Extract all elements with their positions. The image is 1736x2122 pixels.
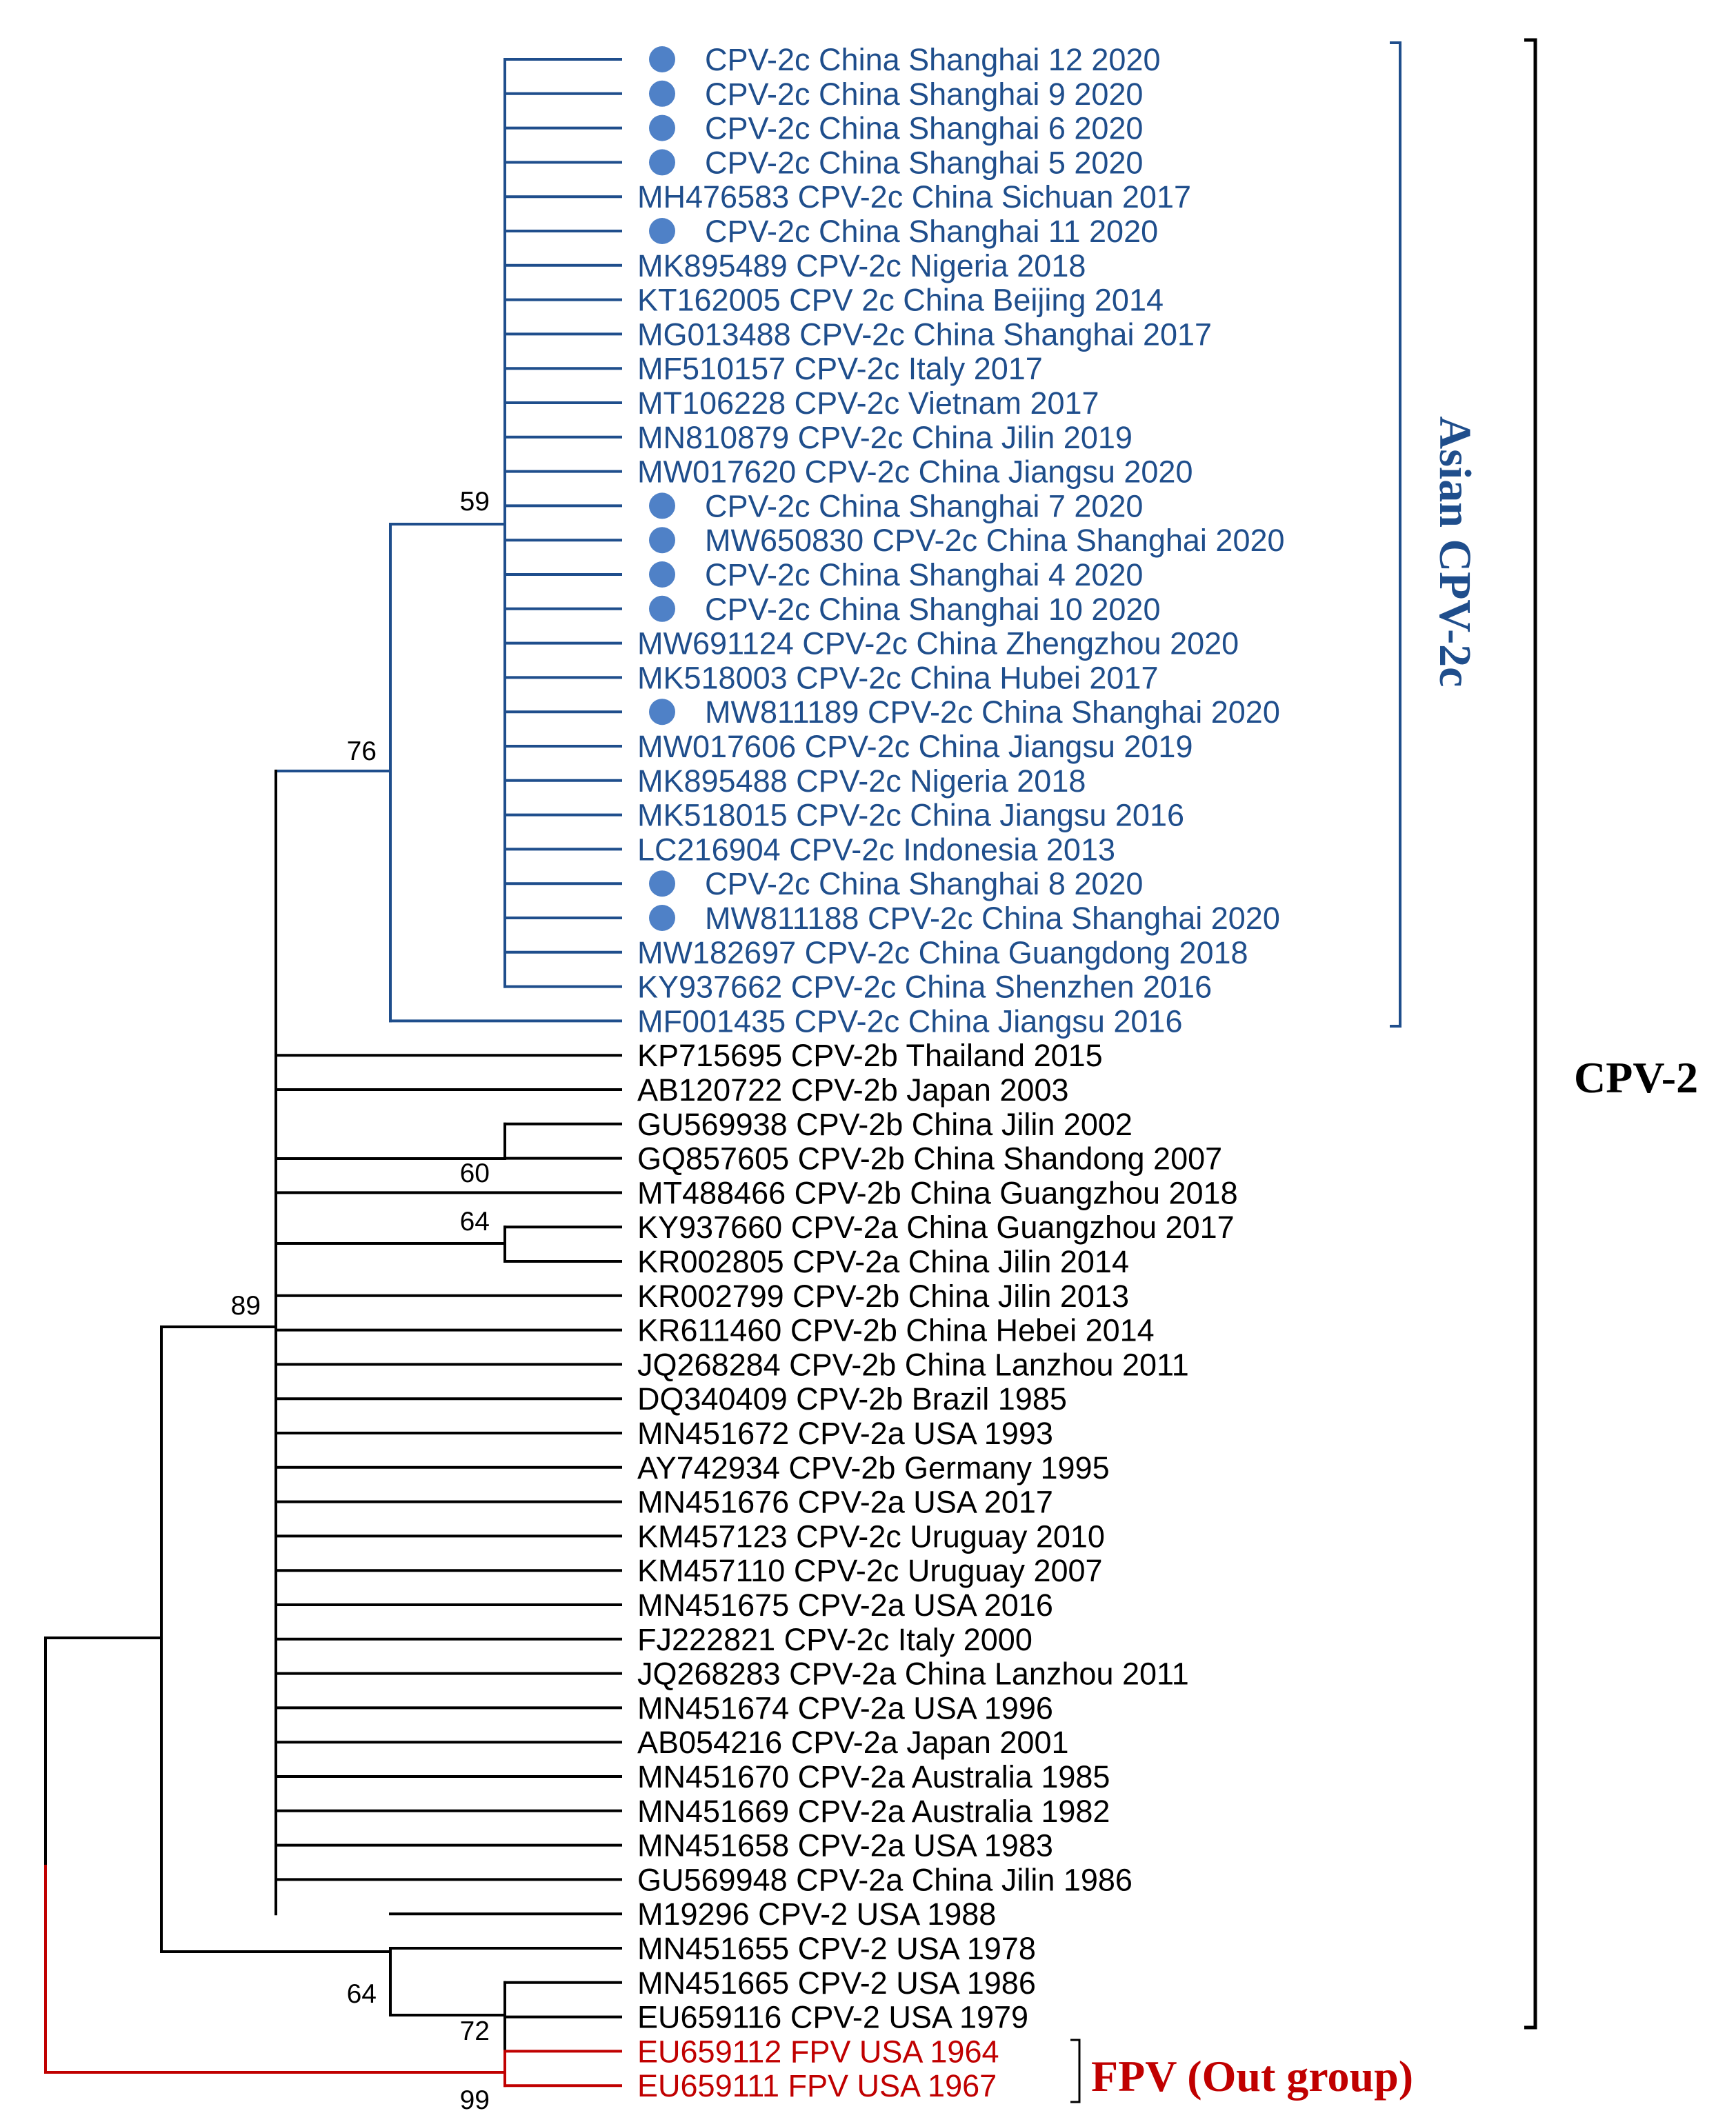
taxon-label: KY937660 CPV-2a China Guangzhou 2017 [637,1210,1235,1245]
taxon-label: AB054216 CPV-2a Japan 2001 [637,1725,1069,1760]
taxon-label: M19296 CPV-2 USA 1988 [637,1896,996,1932]
taxon-label: MN451672 CPV-2a USA 1993 [637,1416,1053,1451]
taxon-label: MF001435 CPV-2c China Jiangsu 2016 [637,1003,1183,1039]
taxon-label: MK518015 CPV-2c China Jiangsu 2016 [637,798,1184,833]
fpv-bracket [1070,2039,1081,2103]
taxon-label: AB120722 CPV-2b Japan 2003 [637,1072,1069,1108]
taxon-label: MN451655 CPV-2 USA 1978 [637,1931,1036,1966]
taxon-label: CPV-2c China Shanghai 12 2020 [705,42,1160,77]
taxon-label: KY937662 CPV-2c China Shenzhen 2016 [637,970,1212,1005]
taxon-label: GQ857605 CPV-2b China Shandong 2007 [637,1141,1222,1177]
asian-cpv2c-label: Asian CPV-2c [1430,417,1480,688]
taxon-label: MW017606 CPV-2c China Jiangsu 2019 [637,729,1193,764]
taxon-label: DQ340409 CPV-2b Brazil 1985 [637,1381,1067,1417]
taxon-label: MN451675 CPV-2a USA 2016 [637,1588,1053,1623]
taxon-label: MG013488 CPV-2c China Shanghai 2017 [637,317,1212,352]
taxon-label: EU659112 FPV USA 1964 [637,2034,999,2069]
taxon-label: KM457123 CPV-2c Uruguay 2010 [637,1519,1105,1554]
sample-marker-dot [649,80,675,107]
sample-marker-dot [649,870,675,897]
tree-branches [44,58,622,2088]
taxon-label: MN451676 CPV-2a USA 2017 [637,1485,1053,1520]
group-brackets [1070,38,1537,2103]
taxon-label: MW691124 CPV-2c China Zhengzhou 2020 [637,626,1239,661]
sample-marker-dot [649,218,675,244]
taxon-label: MN810879 CPV-2c China Jilin 2019 [637,420,1133,455]
taxon-label: MW017620 CPV-2c China Jiangsu 2020 [637,454,1193,490]
taxon-label: CPV-2c China Shanghai 6 2020 [705,111,1143,146]
sample-marker-dot [649,46,675,72]
taxon-label: MH476583 CPV-2c China Sichuan 2017 [637,179,1191,214]
taxon-label: MW811189 CPV-2c China Shanghai 2020 [705,694,1280,730]
taxon-label: MW811188 CPV-2c China Shanghai 2020 [705,901,1280,936]
taxon-label: KP715695 CPV-2b Thailand 2015 [637,1038,1103,1073]
taxon-label: KR002805 CPV-2a China Jilin 2014 [637,1244,1129,1279]
sample-marker-dot [649,905,675,931]
bootstrap-cpv2-main: 89 [231,1291,261,1321]
bootstrap-gu-gq: 60 [460,1159,490,1188]
taxon-label: MN451674 CPV-2a USA 1996 [637,1690,1053,1725]
taxon-label: MT106228 CPV-2c Vietnam 2017 [637,386,1099,421]
taxon-label: KR611460 CPV-2b China Hebei 2014 [637,1313,1155,1348]
bootstrap-values: 59 76 60 64 89 64 72 99 [231,487,490,2115]
bootstrap-asian-inner: 59 [460,487,490,517]
taxon-label: MN451665 CPV-2 USA 1986 [637,1965,1036,2001]
taxon-label: KR002799 CPV-2b China Jilin 2013 [637,1279,1129,1314]
taxon-label: CPV-2c China Shanghai 7 2020 [705,488,1143,523]
taxon-label: CPV-2c China Shanghai 8 2020 [705,866,1143,901]
taxon-label: EU659111 FPV USA 1967 [637,2068,997,2103]
taxon-label: CPV-2c China Shanghai 4 2020 [705,557,1143,592]
cpv2-bracket [1524,38,1537,2030]
asian-cpv2c-bracket [1390,41,1401,1028]
cpv2-label: CPV-2 [1574,1053,1698,1102]
fpv-label: FPV (Out group) [1091,2052,1413,2101]
taxon-label: MN451670 CPV-2a Australia 1985 [637,1759,1110,1794]
sample-marker-dot [649,561,675,588]
taxon-label: MW182697 CPV-2c China Guangdong 2018 [637,935,1248,970]
sample-marker-dot [649,595,675,622]
bootstrap-cpv2-basal: 64 [347,1979,377,2009]
taxon-label: CPV-2c China Shanghai 5 2020 [705,145,1143,180]
taxon-label: MW650830 CPV-2c China Shanghai 2020 [705,523,1285,558]
sample-marker-dot [649,114,675,141]
taxon-label: MN451658 CPV-2a USA 1983 [637,1828,1053,1863]
taxon-label: MK895488 CPV-2c Nigeria 2018 [637,763,1086,799]
taxon-label: CPV-2c China Shanghai 10 2020 [705,592,1160,627]
taxon-label: MF510157 CPV-2c Italy 2017 [637,351,1043,386]
taxon-label: AY742934 CPV-2b Germany 1995 [637,1450,1110,1485]
taxon-label: GU569938 CPV-2b China Jilin 2002 [637,1107,1133,1142]
bootstrap-ky-kr: 64 [460,1207,490,1237]
sample-markers [649,46,675,931]
taxon-label: FJ222821 CPV-2c Italy 2000 [637,1622,1032,1657]
taxon-label: JQ268284 CPV-2b China Lanzhou 2011 [637,1347,1189,1382]
bootstrap-cpv2-usa: 72 [460,2016,490,2046]
sample-marker-dot [649,492,675,519]
taxon-label: MT488466 CPV-2b China Guangzhou 2018 [637,1175,1238,1210]
sample-marker-dot [649,149,675,176]
bootstrap-root: 99 [460,2085,490,2115]
sample-marker-dot [649,527,675,554]
taxon-label: JQ268283 CPV-2a China Lanzhou 2011 [637,1656,1189,1692]
taxon-label: EU659116 CPV-2 USA 1979 [637,2000,1028,2035]
taxon-label: LC216904 CPV-2c Indonesia 2013 [637,832,1115,867]
taxon-label: KT162005 CPV 2c China Beijing 2014 [637,283,1164,318]
taxon-label: MN451669 CPV-2a Australia 1982 [637,1794,1110,1829]
taxon-label: CPV-2c China Shanghai 11 2020 [705,214,1158,249]
taxon-label: MK518003 CPV-2c China Hubei 2017 [637,660,1159,695]
taxon-label: KM457110 CPV-2c Uruguay 2007 [637,1553,1103,1588]
bootstrap-asian-clade: 76 [347,737,377,766]
taxon-label: MK895489 CPV-2c Nigeria 2018 [637,248,1086,283]
taxon-label: CPV-2c China Shanghai 9 2020 [705,77,1143,112]
sample-marker-dot [649,699,675,725]
taxon-label: GU569948 CPV-2a China Jilin 1986 [637,1862,1133,1897]
